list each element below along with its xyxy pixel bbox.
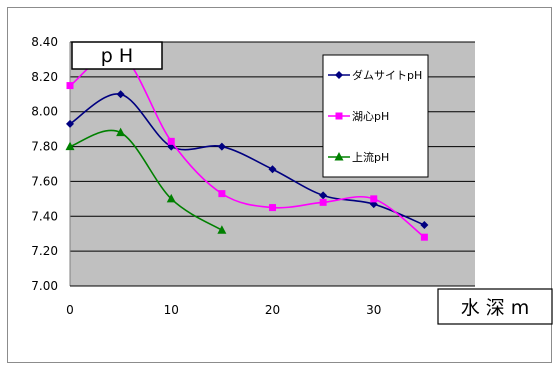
- data-point: [217, 225, 227, 234]
- data-point: [319, 191, 328, 200]
- x-label-box: 水 深 m: [437, 288, 553, 325]
- y-axis-label: p H: [101, 45, 133, 67]
- data-point: [319, 198, 327, 206]
- y-tick-label: 8.00: [31, 105, 58, 119]
- legend-marker: [335, 112, 343, 120]
- y-tick-label: 7.40: [31, 209, 58, 223]
- y-tick-label: 7.00: [31, 279, 58, 293]
- x-tick-label: 0: [66, 303, 74, 317]
- legend-marker: [334, 152, 344, 161]
- data-point: [66, 82, 74, 90]
- data-point: [268, 165, 277, 174]
- y-tick-label: 8.20: [31, 70, 58, 84]
- data-point: [65, 141, 75, 151]
- data-point: [167, 137, 175, 145]
- y-tick-label: 8.40: [31, 35, 58, 49]
- y-tick-label: 7.80: [31, 140, 58, 154]
- data-point: [420, 221, 429, 229]
- data-point: [420, 233, 428, 241]
- data-point: [116, 127, 126, 137]
- y-tick-labels: 7.00 7.20 7.40 7.60 7.80 8.00 8.20 8.40: [31, 35, 58, 293]
- series-line-3: [69, 129, 223, 231]
- y-tick-label: 7.60: [31, 174, 58, 188]
- legend: ダムサイトpH 湖心pH 上流pH: [322, 54, 429, 178]
- data-point: [66, 119, 74, 128]
- data-point: [217, 142, 226, 151]
- legend-label: ダムサイトpH: [352, 68, 422, 82]
- data-point: [218, 190, 226, 198]
- data-point: [166, 193, 176, 203]
- x-tick-label: 20: [265, 303, 280, 317]
- data-point: [116, 90, 125, 99]
- x-tick-label: 30: [366, 303, 381, 317]
- x-tick-label: 10: [164, 303, 179, 317]
- y-label-box: p H: [71, 41, 163, 70]
- legend-label: 上流pH: [352, 150, 389, 164]
- legend-label: 湖心pH: [352, 110, 389, 123]
- x-tick-labels: 010203040: [66, 303, 482, 317]
- x-axis-label: 水 深 m: [461, 297, 530, 319]
- data-point: [370, 195, 378, 203]
- data-point: [269, 204, 276, 212]
- y-tick-label: 7.20: [31, 244, 58, 258]
- legend-marker: [335, 71, 343, 79]
